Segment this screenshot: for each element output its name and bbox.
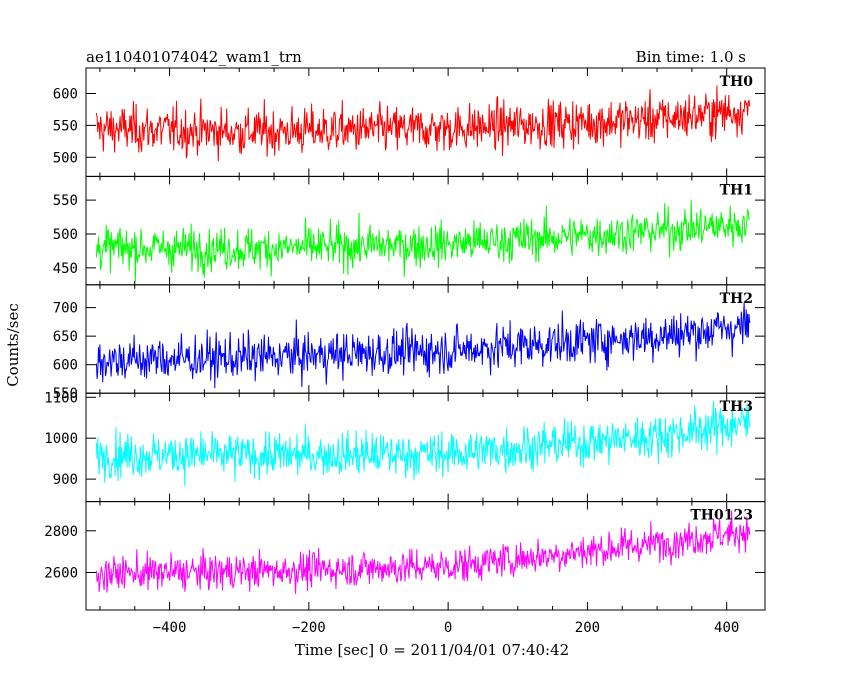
series-line-th1	[95, 199, 751, 282]
panel-frame	[85, 501, 766, 611]
panel-label-th0123: TH0123	[690, 508, 753, 524]
y-axis-label: Counts/sec	[4, 303, 22, 387]
y-tick-label: 550	[53, 386, 78, 402]
y-tick-label: 650	[53, 329, 78, 345]
y-tick-label: 550	[53, 193, 78, 209]
panels-group: 500 550 600 TH0 450 500 550 TH1 550 600 650 700 TH2 9…	[44, 67, 766, 636]
panel-label-th1: TH1	[720, 182, 753, 198]
y-tick-label: 1000	[44, 431, 78, 447]
y-tick-label: 1100	[44, 390, 78, 406]
series-line-th0	[95, 85, 751, 162]
y-tick-label: 900	[53, 472, 78, 488]
y-tick-label: 450	[53, 261, 78, 277]
x-tick-label: 400	[714, 620, 739, 636]
series-line-th2	[95, 302, 751, 389]
x-tick-label: 0	[444, 620, 452, 636]
x-axis-label: Time [sec] 0 = 2011/04/01 07:40:42	[295, 641, 569, 659]
y-tick-label: 500	[53, 227, 78, 243]
y-tick-label: 2800	[44, 524, 78, 540]
panel-frame	[85, 175, 766, 286]
y-tick-label: 550	[53, 118, 78, 134]
x-tick-label: −200	[292, 620, 326, 636]
x-tick-label: 200	[575, 620, 600, 636]
chart-title: ae110401074042_wam1_trn	[86, 48, 302, 66]
bin-time-label: Bin time: 1.0 s	[636, 48, 746, 66]
y-tick-label: 500	[53, 150, 78, 166]
x-tick-label: −400	[153, 620, 187, 636]
series-line-th0123	[95, 510, 751, 594]
y-tick-label: 600	[53, 358, 78, 374]
y-tick-label: 700	[53, 301, 78, 317]
y-tick-label: 600	[53, 87, 78, 103]
panel-label-th0: TH0	[720, 74, 754, 90]
panel-label-th2: TH2	[720, 291, 753, 307]
y-tick-label: 2600	[44, 565, 78, 581]
series-line-th3	[95, 401, 751, 487]
panel-label-th3: TH3	[720, 399, 753, 415]
